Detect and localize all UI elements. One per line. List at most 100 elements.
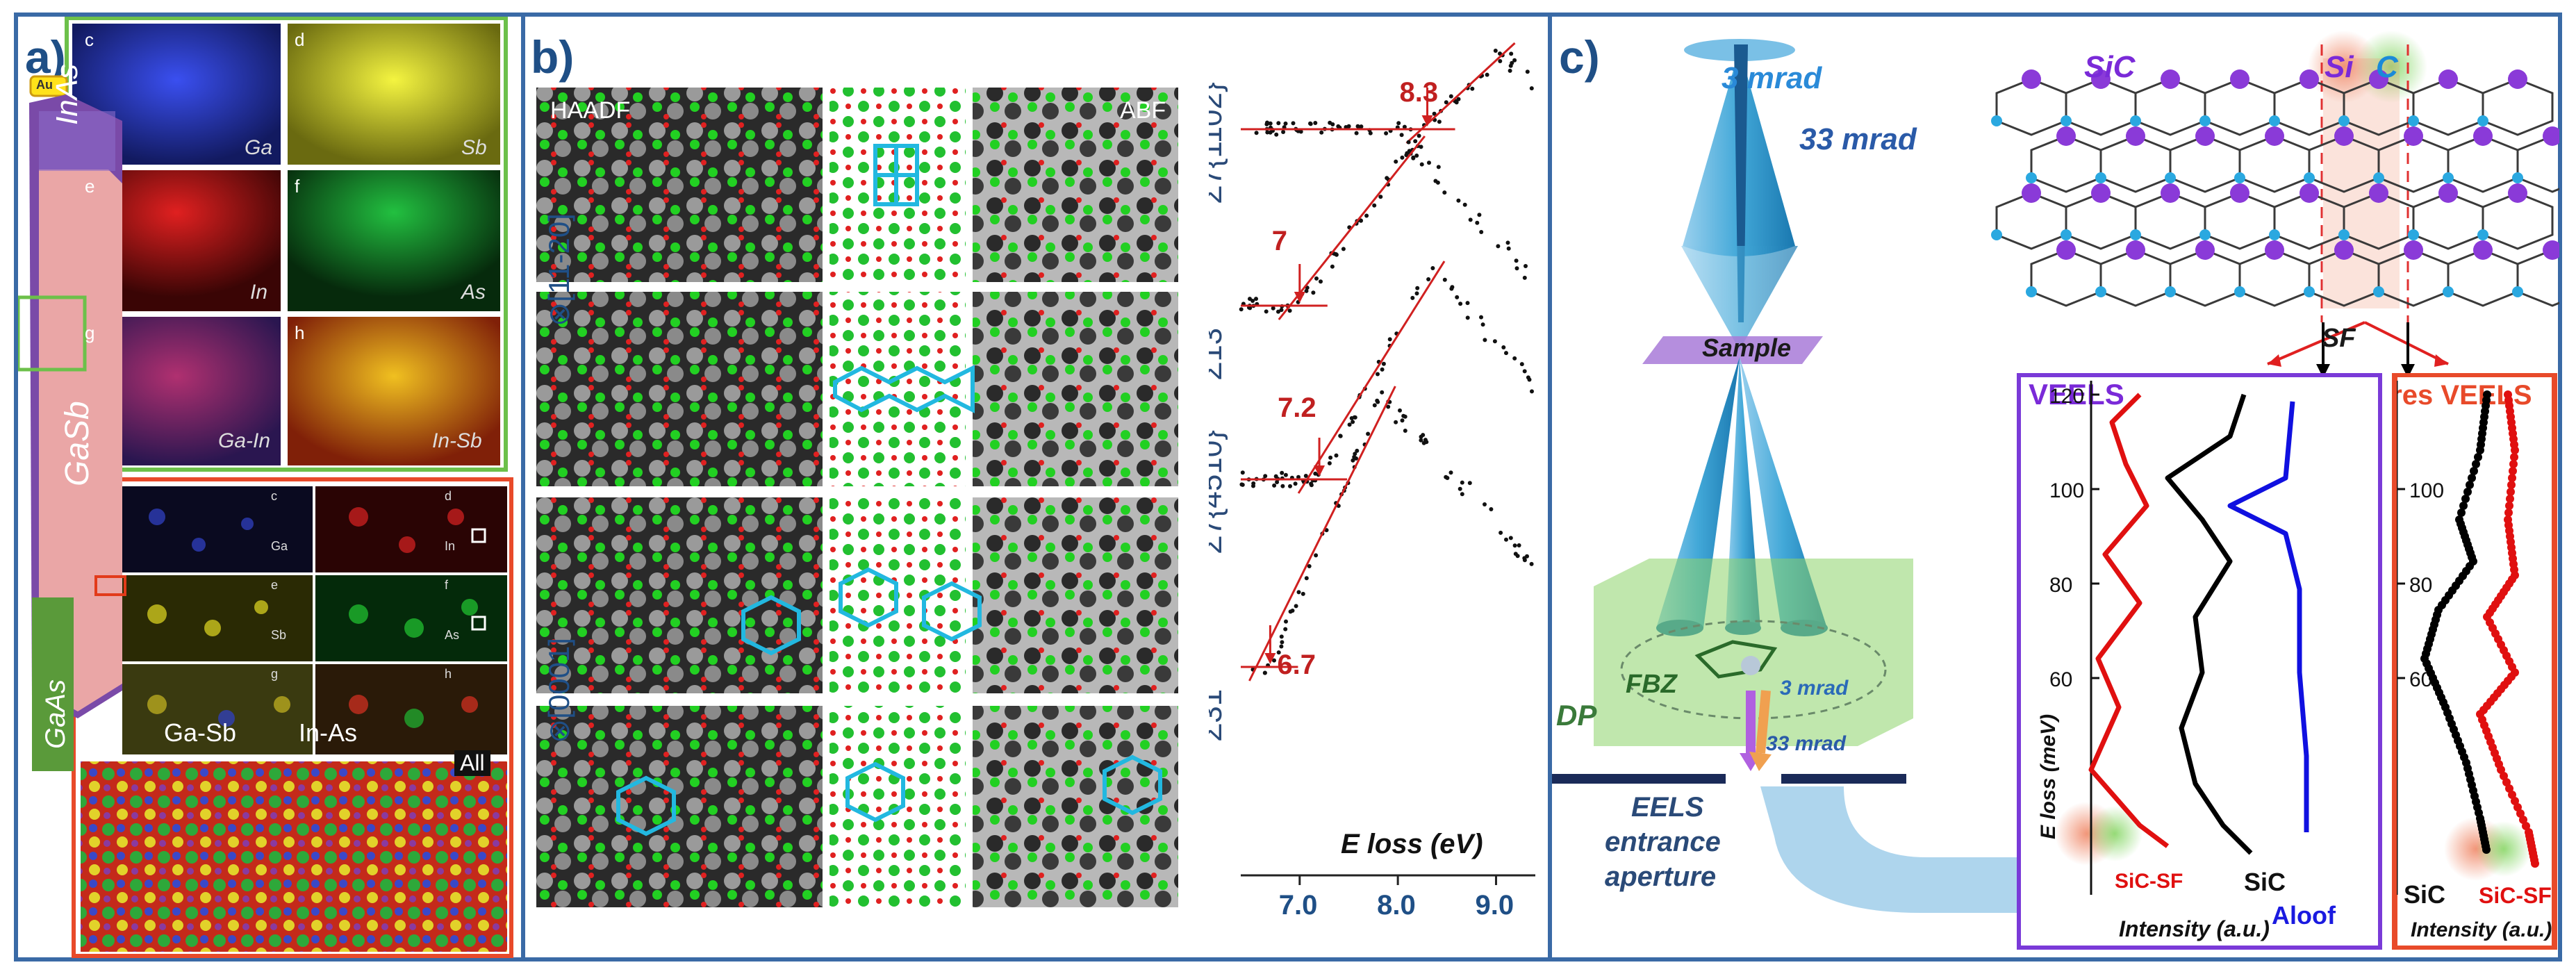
slope-fit [1405, 42, 1516, 145]
spectrum-point [1276, 309, 1280, 314]
legend-sic-sf: SiC-SF [2115, 870, 2183, 893]
spectrum-point [1445, 476, 1450, 480]
label-sample: Sample [1702, 333, 1792, 362]
si-atom [2404, 126, 2423, 146]
panel-a-label: a) [25, 31, 66, 83]
spectrum-point [1294, 604, 1298, 609]
angle-veels-point [2461, 495, 2470, 503]
label-sf: SF [2322, 324, 2356, 353]
spectrum-point [1529, 86, 1534, 91]
angle-veels-point [2470, 467, 2478, 475]
spectrum-point [1288, 609, 1293, 614]
sigma-label: Σ7{1102} [1209, 82, 1228, 204]
spectrum-point [1460, 480, 1464, 485]
c-atom [2130, 115, 2141, 126]
c-atom [2269, 115, 2280, 126]
onset-label: 6.7 [1277, 650, 1316, 680]
si-atom [2473, 126, 2493, 146]
onset-label: 8.3 [1400, 77, 1439, 108]
c-atom [2199, 229, 2211, 240]
spectrum-point [1280, 484, 1285, 488]
veels-curve [2227, 401, 2309, 832]
sigma-label: Σ31 [1209, 689, 1228, 742]
spectrum-point [1479, 315, 1483, 320]
veels-title: VEELS [2029, 381, 2124, 411]
c-atom [2165, 286, 2176, 297]
spectrum-point [1442, 190, 1447, 195]
spectrum-point [1279, 308, 1284, 313]
spectrum-point [1458, 486, 1462, 491]
spectrum-point [1313, 121, 1318, 125]
spectrum-point [1352, 454, 1357, 459]
angle-veels-point [2519, 816, 2527, 824]
spectrum-point [1378, 195, 1383, 199]
spectrum-point [1455, 295, 1460, 299]
angle-veels-point [2466, 481, 2474, 489]
angle-veels-point [2459, 502, 2468, 510]
veels-chart: VEELS 60 80 100 120 E loss (meV) Intensity (a.… [2029, 381, 2336, 941]
y-tick-label: 60 [2049, 668, 2072, 691]
si-atom [2195, 240, 2215, 260]
angle-veels-point [2509, 460, 2518, 468]
spectrum-point [1280, 640, 1285, 645]
spectrum-point [1479, 230, 1484, 234]
zone-symbol: ⊗ [543, 302, 575, 327]
si-atom [2369, 183, 2388, 203]
spectrum-point [1426, 277, 1431, 281]
map-letter-h: h [295, 322, 305, 343]
angle-veels-point [2457, 509, 2466, 517]
zone-label-11-20: [11-20] [543, 213, 575, 302]
label-fbz: FBZ [1626, 670, 1677, 699]
spectrum-point [1353, 415, 1357, 420]
label-eels: EELS [1631, 792, 1704, 823]
label-dp: DP [1556, 699, 1597, 732]
si-atom [2022, 183, 2041, 203]
c-atom [2443, 172, 2454, 183]
spectrum-point [1296, 474, 1301, 479]
spectrum-point [1376, 399, 1380, 404]
spectrum-point [1334, 252, 1339, 257]
spectrum-point [1251, 481, 1256, 486]
si-atom [2022, 69, 2041, 89]
si-atom [2334, 126, 2354, 146]
label-gasb: GaSb [59, 401, 96, 486]
si-atom [2126, 126, 2145, 146]
x-tick-label: 8.0 [1377, 890, 1416, 921]
zone-symbol: ⊗ [543, 718, 575, 743]
si-atom [2438, 183, 2458, 203]
spectrum-point [1489, 507, 1494, 511]
c-atom [2269, 229, 2280, 240]
label-dp-3-mrad: 3 mrad [1780, 677, 1849, 700]
spectrum-point [1296, 590, 1301, 595]
angle-veels-point [2500, 772, 2508, 780]
c-atom [2061, 115, 2072, 126]
label-si: Si [2325, 50, 2354, 84]
spectrum-point [1462, 202, 1467, 207]
spectrum-point [1264, 309, 1269, 314]
c-atom [2061, 229, 2072, 240]
angle-veels-point [2502, 778, 2511, 786]
c-atom [2234, 286, 2245, 297]
x-axis-label: E loss (eV) [1341, 829, 1483, 859]
y-tick-label: 120 [2049, 385, 2084, 408]
angle-veels-point [2505, 784, 2513, 793]
si-atom [2300, 183, 2319, 203]
spectrum-point [1419, 438, 1423, 443]
angle-veels-point [2504, 509, 2513, 517]
spectrum-point [1240, 482, 1245, 487]
bmap-label-ga-sb: Ga-Sb [164, 718, 237, 747]
angle-veels-point [2511, 797, 2519, 805]
spectrum-point [1448, 94, 1453, 99]
spectrum-point [1526, 375, 1530, 380]
spectrum-point [1417, 133, 1421, 138]
spectrum-point [1304, 576, 1309, 581]
label-sic: SiC [2084, 50, 2136, 84]
spectrum-point [1301, 591, 1305, 596]
c-atom [2373, 286, 2384, 297]
si-atom [2265, 240, 2284, 260]
spectrum-point [1415, 286, 1420, 290]
spectrum-point [1265, 120, 1269, 125]
panel-divider-bc [1548, 13, 1552, 961]
si-atom [2543, 126, 2559, 146]
spectrum-point [1421, 433, 1426, 438]
